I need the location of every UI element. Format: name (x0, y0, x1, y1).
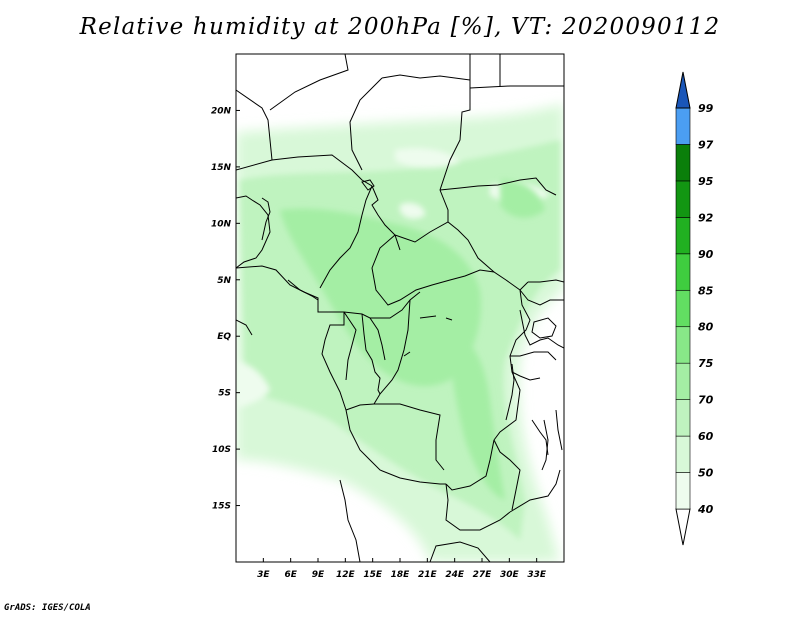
lon-tick-label: 33E (527, 570, 547, 580)
colorbar-top-arrow (675, 71, 691, 109)
lon-tick-label: 12E (336, 570, 356, 580)
country-borders (236, 54, 564, 562)
lat-tick-label: 20N (211, 106, 232, 116)
lake-small (403, 351, 411, 357)
colorbar-segment (675, 326, 691, 364)
lon-tick-label: 18E (391, 570, 411, 580)
colorbar: 40 50 60 70 75 80 85 90 92 95 97 99 (675, 71, 714, 546)
colorbar-segment (675, 362, 691, 400)
colorbar-label: 50 (698, 467, 714, 480)
latitude-axis: 20N 15N 10N 5N EQ 5S 10S 15S (211, 106, 240, 512)
shading-dark-layer (280, 179, 545, 500)
colorbar-segment (675, 289, 691, 328)
map-title: Relative humidity at 200hPa [%], VT: 202… (79, 14, 721, 40)
lat-tick-label: EQ (217, 332, 231, 342)
lon-tick-label: 24E (445, 570, 465, 580)
colorbar-segment (675, 107, 691, 145)
colorbar-segment (675, 253, 691, 291)
lat-tick-label: 15N (211, 163, 232, 173)
colorbar-segment (675, 435, 691, 473)
colorbar-label: 95 (698, 175, 714, 188)
lat-tick-label: 5S (218, 389, 231, 399)
lon-tick-label: 21E (418, 570, 438, 580)
lakes (361, 179, 557, 471)
lat-tick-label: 5N (217, 276, 231, 286)
colorbar-label: 90 (698, 248, 714, 261)
lon-tick-label: 6E (284, 570, 297, 580)
lon-tick-label: 9E (312, 570, 325, 580)
humidity-shading (236, 104, 564, 562)
colorbar-segment (675, 180, 691, 218)
colorbar-label: 80 (698, 321, 714, 334)
lon-tick-label: 3E (257, 570, 270, 580)
colorbar-label: 99 (698, 102, 714, 115)
lake-victoria (531, 317, 557, 339)
colorbar-label: 92 (698, 211, 714, 224)
lake-chad (361, 179, 375, 191)
lat-tick-label: 10N (211, 219, 232, 229)
colorbar-segment (675, 399, 691, 437)
colorbar-segment (675, 144, 691, 182)
grads-credit: GrADS: IGES/COLA (4, 603, 91, 613)
colorbar-label: 75 (698, 357, 714, 370)
lon-tick-label: 30E (500, 570, 520, 580)
colorbar-label: 40 (697, 503, 714, 516)
colorbar-label: 97 (698, 138, 714, 151)
colorbar-label: 70 (698, 394, 714, 407)
longitude-axis: 3E 6E 9E 12E 15E 18E 21E 24E 27E 30E 33E (257, 558, 547, 580)
lake-tanganyika (505, 363, 515, 421)
colorbar-segment (675, 472, 691, 510)
lon-tick-label: 15E (363, 570, 383, 580)
colorbar-bottom-arrow (675, 508, 691, 546)
colorbar-label: 85 (698, 284, 714, 297)
colorbar-segment (675, 217, 691, 255)
lat-tick-label: 10S (212, 445, 231, 455)
lake-malawi (541, 419, 549, 471)
lat-tick-label: 15S (212, 502, 231, 512)
colorbar-label: 60 (698, 430, 714, 443)
river-lakes (419, 315, 453, 321)
lon-tick-label: 27E (473, 570, 493, 580)
